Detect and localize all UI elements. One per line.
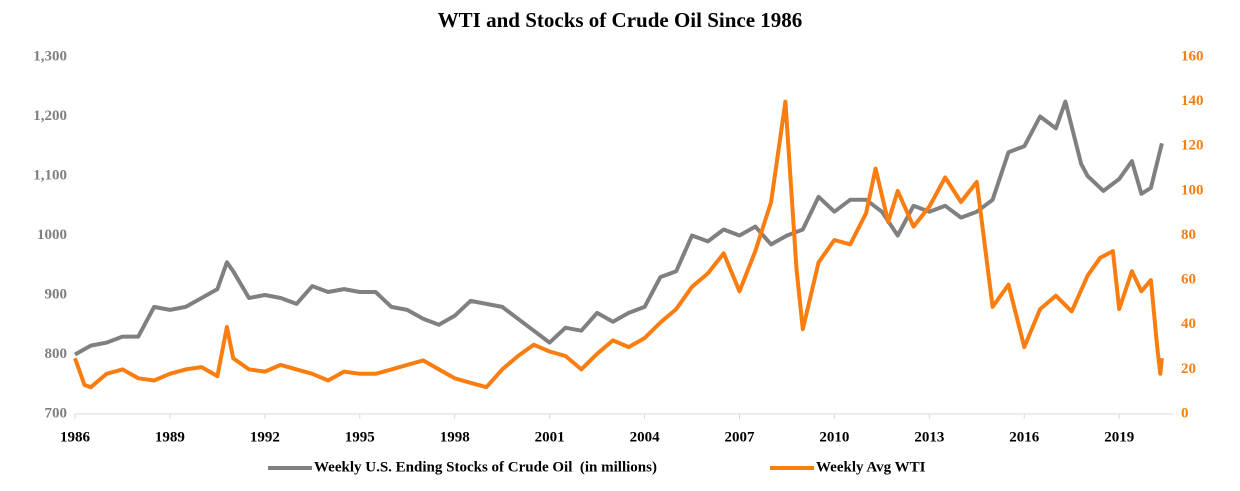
- y2-tick-label: 40: [1181, 316, 1196, 332]
- legend-label: Weekly Avg WTI: [816, 459, 926, 475]
- y2-tick-label: 60: [1181, 272, 1196, 288]
- x-tick-label: 2016: [1009, 429, 1040, 445]
- y2-tick-label: 0: [1181, 405, 1189, 421]
- y2-tick-label: 100: [1181, 182, 1204, 198]
- x-tick-label: 2013: [914, 429, 944, 445]
- x-tick-label: 1998: [440, 429, 470, 445]
- series-line: [73, 99, 1164, 390]
- y-tick-label: 800: [45, 346, 68, 362]
- x-tick-label: 1989: [155, 429, 185, 445]
- x-tick-label: 1986: [60, 429, 91, 445]
- y2-tick-label: 160: [1181, 48, 1204, 64]
- legend-label: Weekly U.S. Ending Stocks of Crude Oil (…: [314, 459, 657, 475]
- y-tick-label: 900: [45, 286, 68, 302]
- x-tick-label: 1995: [345, 429, 375, 445]
- y-tick-label: 1,300: [33, 48, 67, 64]
- y-tick-label: 700: [45, 405, 68, 421]
- y2-tick-label: 80: [1181, 227, 1196, 243]
- y-tick-label: 1000: [37, 227, 67, 243]
- y-tick-label: 1,100: [33, 167, 67, 183]
- chart-title: WTI and Stocks of Crude Oil Since 1986: [438, 8, 803, 32]
- x-tick-label: 2019: [1104, 429, 1134, 445]
- x-tick-label: 2004: [630, 429, 661, 445]
- x-tick-label: 2001: [535, 429, 565, 445]
- x-tick-label: 2007: [724, 429, 755, 445]
- x-tick-label: 2010: [819, 429, 849, 445]
- series-line: [74, 99, 1164, 357]
- y2-tick-label: 20: [1181, 361, 1196, 377]
- y2-tick-label: 120: [1181, 138, 1204, 154]
- x-tick-label: 1992: [250, 429, 280, 445]
- y-tick-label: 1,200: [33, 108, 67, 124]
- y2-tick-label: 140: [1181, 93, 1204, 109]
